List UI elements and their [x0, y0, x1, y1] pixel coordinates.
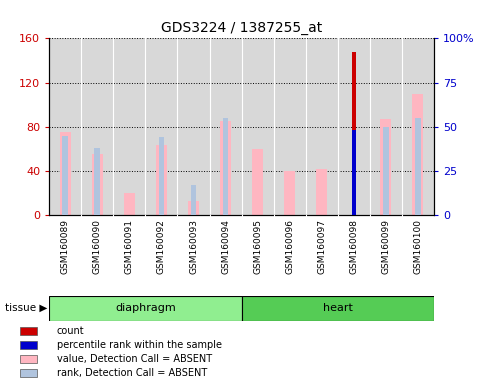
Text: tissue ▶: tissue ▶	[5, 303, 47, 313]
Text: GSM160098: GSM160098	[349, 219, 358, 274]
Bar	[383, 127, 388, 215]
Bar	[159, 137, 164, 215]
Bar	[20, 327, 37, 335]
Bar	[156, 146, 167, 215]
Text: GSM160093: GSM160093	[189, 219, 198, 274]
Bar	[188, 201, 199, 215]
Bar	[252, 149, 263, 215]
Text: GSM160096: GSM160096	[285, 219, 294, 274]
Bar	[352, 51, 355, 215]
Bar	[220, 121, 231, 215]
Bar	[124, 193, 135, 215]
Bar	[63, 136, 68, 215]
Text: GSM160092: GSM160092	[157, 219, 166, 274]
Text: GSM160100: GSM160100	[413, 219, 423, 274]
Text: GSM160095: GSM160095	[253, 219, 262, 274]
Text: GSM160091: GSM160091	[125, 219, 134, 274]
Text: heart: heart	[323, 303, 352, 313]
Text: GSM160099: GSM160099	[381, 219, 390, 274]
Bar	[316, 169, 327, 215]
Text: GSM160097: GSM160097	[317, 219, 326, 274]
Bar	[191, 185, 196, 215]
Bar	[412, 94, 423, 215]
Text: GSM160089: GSM160089	[61, 219, 70, 274]
Bar	[20, 341, 37, 349]
Bar	[20, 355, 37, 363]
Bar	[95, 148, 100, 215]
Text: diaphragm: diaphragm	[115, 303, 176, 313]
Bar	[352, 130, 355, 215]
Bar	[60, 132, 71, 215]
Text: GSM160090: GSM160090	[93, 219, 102, 274]
Text: rank, Detection Call = ABSENT: rank, Detection Call = ABSENT	[57, 368, 207, 378]
Bar	[380, 119, 391, 215]
Bar	[20, 369, 37, 377]
Bar	[415, 118, 421, 215]
Text: percentile rank within the sample: percentile rank within the sample	[57, 340, 222, 350]
Bar	[284, 171, 295, 215]
Text: GSM160094: GSM160094	[221, 219, 230, 274]
Bar	[223, 118, 228, 215]
Bar	[92, 154, 103, 215]
Text: value, Detection Call = ABSENT: value, Detection Call = ABSENT	[57, 354, 212, 364]
Bar	[49, 296, 242, 321]
Bar	[242, 296, 434, 321]
Text: count: count	[57, 326, 84, 336]
Title: GDS3224 / 1387255_at: GDS3224 / 1387255_at	[161, 21, 322, 35]
